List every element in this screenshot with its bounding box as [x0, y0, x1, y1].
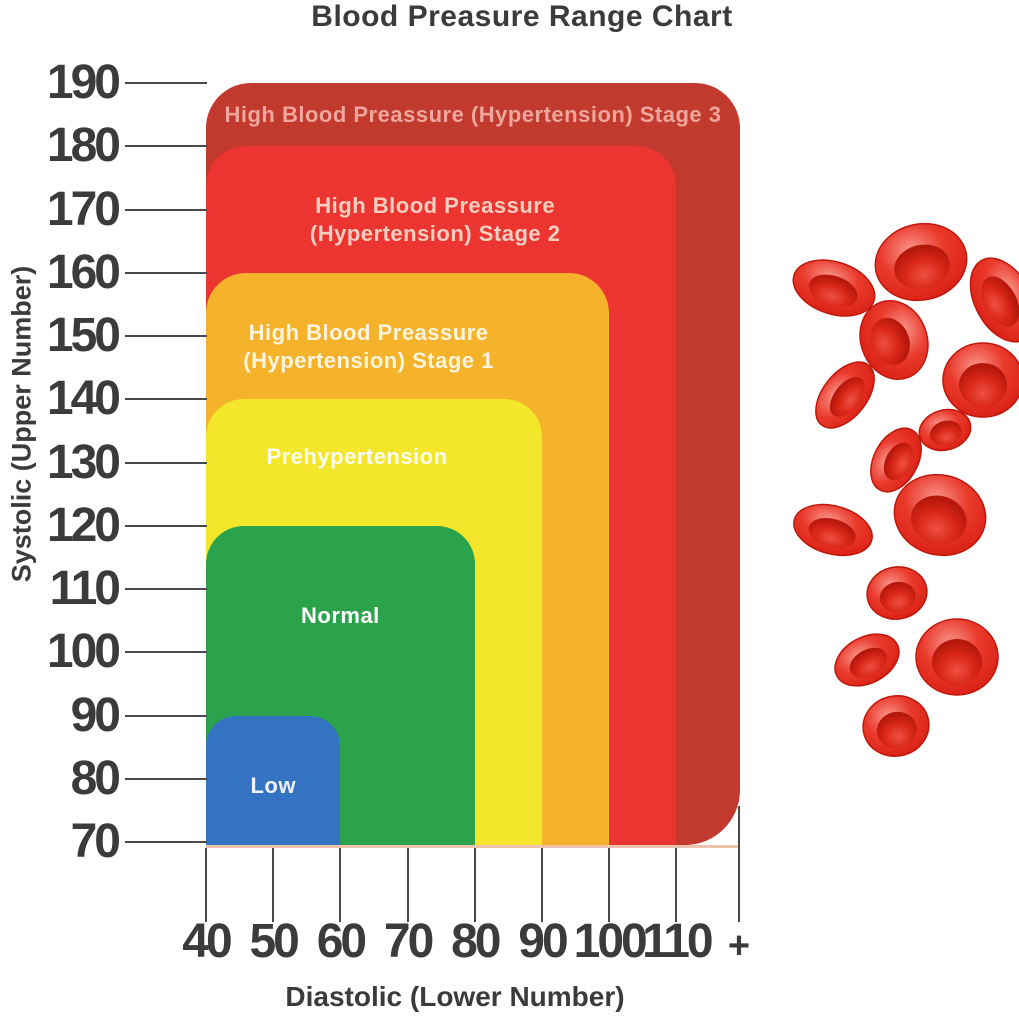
blood-cell: [815, 361, 875, 429]
blood-cell: [834, 633, 900, 687]
y-tick-line-90: [125, 714, 207, 717]
y-tick-line-110: [125, 588, 207, 590]
chart-title: Blood Preasure Range Chart: [311, 0, 733, 33]
x-tick-line-plus: [738, 806, 740, 922]
y-tick-label-150: 150: [46, 309, 121, 362]
x-tick-line-50: [272, 848, 275, 922]
blood-cell: [915, 618, 999, 696]
y-tick-label-190: 190: [46, 56, 121, 109]
x-tick-label-plus: +: [727, 925, 751, 967]
y-tick-line-70: [125, 841, 207, 843]
blood-cell: [866, 566, 928, 620]
blood-cell: [969, 257, 1019, 343]
range-label-low: Low: [250, 772, 296, 798]
blood-cell: [942, 342, 1019, 418]
x-tick-label-110: 110: [642, 915, 713, 968]
x-tick-label-60: 60: [316, 915, 367, 968]
y-tick-label-160: 160: [46, 245, 121, 299]
y-tick-label-180: 180: [46, 119, 121, 173]
blood-cell: [862, 695, 930, 757]
y-tick-line-180: [125, 145, 207, 148]
y-tick-line-100: [125, 651, 207, 654]
x-tick-line-100: [608, 848, 611, 922]
range-label-prehypertension: Prehypertension: [266, 444, 448, 470]
range-box-low: [206, 715, 341, 845]
red-blood-cells-illustration: [792, 222, 1019, 757]
range-label-hypertension-stage-2: High Blood Preassure (Hypertension) Stage…: [309, 193, 561, 247]
y-tick-label-170: 170: [46, 182, 121, 236]
blood-cell: [859, 300, 929, 380]
x-tick-label-70: 70: [383, 915, 434, 968]
x-tick-label-50: 50: [249, 915, 299, 968]
x-tick-line-80: [473, 848, 476, 922]
y-tick-line-170: [125, 208, 207, 211]
blood-cell: [793, 503, 873, 557]
y-tick-label-90: 90: [70, 688, 121, 742]
range-label-normal: Normal: [301, 602, 380, 628]
x-tick-label-80: 80: [451, 915, 501, 968]
y-tick-label-80: 80: [70, 751, 121, 805]
chart-baseline: [206, 845, 740, 848]
y-tick-line-130: [125, 461, 207, 464]
x-tick-label-100: 100: [573, 915, 648, 968]
x-tick-line-40: [205, 848, 207, 922]
blood-cell: [870, 427, 922, 493]
range-label-hypertension-stage-1: High Blood Preassure (Hypertension) Stage…: [243, 319, 494, 373]
y-tick-line-80: [125, 777, 207, 780]
range-label-hypertension-stage-3: High Blood Preassure (Hypertension) Stag…: [224, 102, 722, 127]
y-tick-label-100: 100: [46, 625, 121, 679]
x-tick-line-70: [406, 848, 409, 922]
x-tick-line-110: [675, 848, 678, 922]
y-tick-label-110: 110: [49, 562, 121, 615]
x-axis-title: Diastolic (Lower Number): [285, 981, 625, 1012]
y-tick-line-190: [125, 82, 207, 84]
x-tick-line-60: [339, 848, 342, 922]
blood-cell: [918, 408, 972, 452]
y-tick-line-160: [125, 271, 207, 274]
y-tick-line-150: [125, 335, 207, 337]
x-tick-label-90: 90: [518, 915, 568, 968]
x-tick-line-90: [541, 848, 543, 922]
y-tick-line-140: [125, 398, 207, 401]
y-tick-label-140: 140: [46, 372, 121, 426]
y-tick-line-120: [125, 524, 207, 527]
y-tick-label-70: 70: [70, 815, 121, 868]
blood-cell: [874, 222, 968, 302]
y-tick-label-130: 130: [46, 435, 121, 489]
y-tick-label-120: 120: [46, 498, 121, 552]
blood-cell: [893, 473, 987, 557]
blood-cell: [792, 259, 876, 317]
x-tick-label-40: 40: [182, 915, 232, 968]
